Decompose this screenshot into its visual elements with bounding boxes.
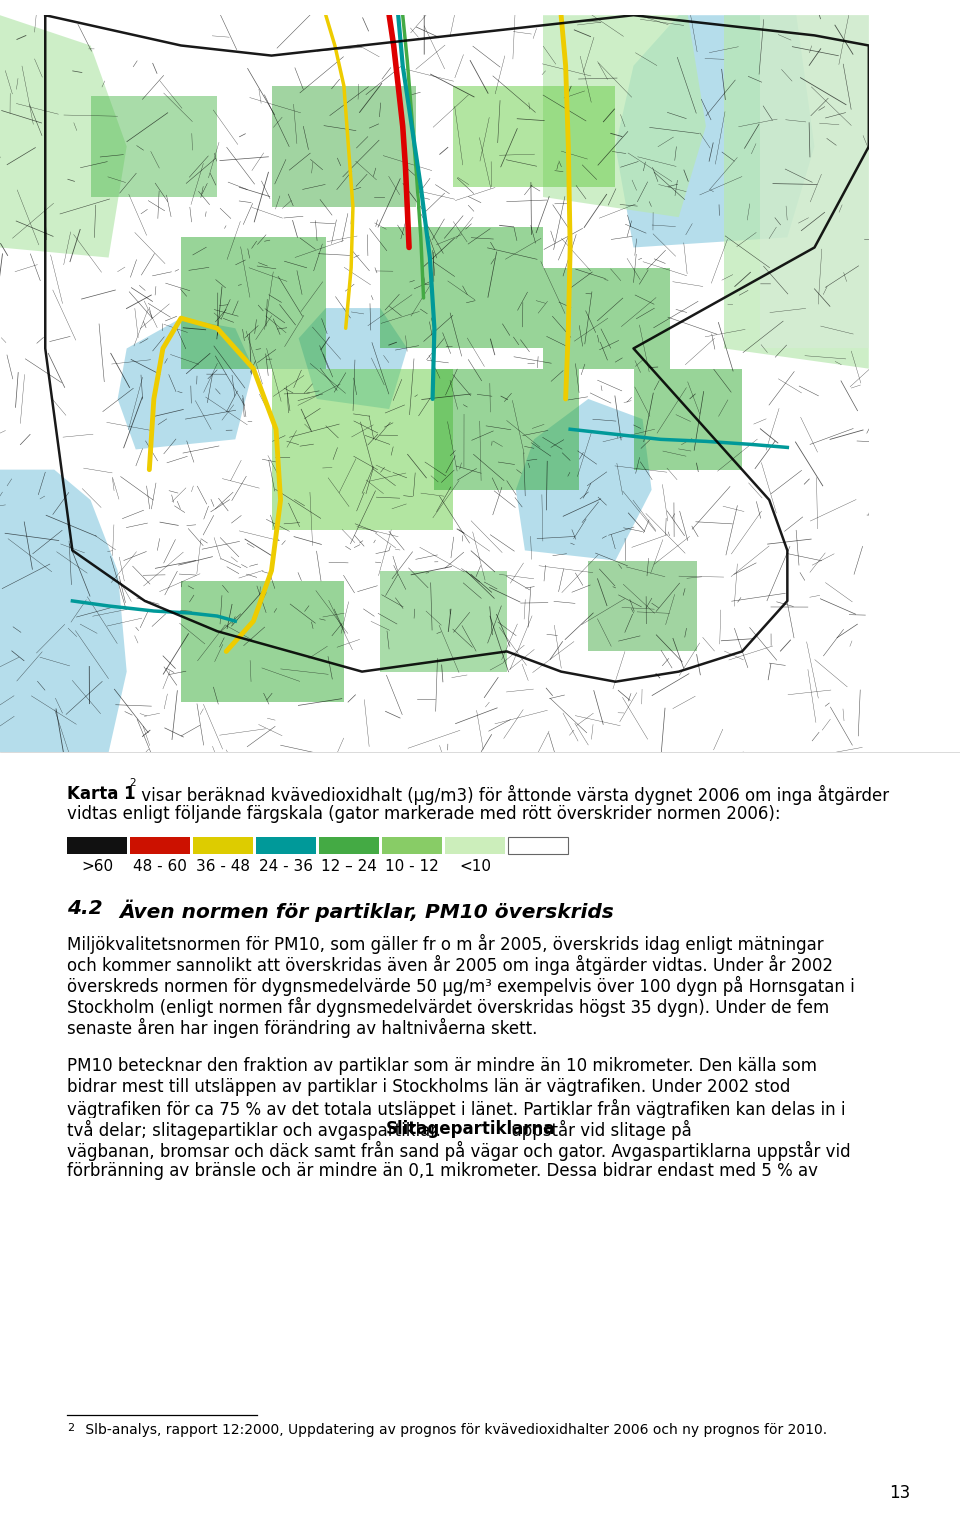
Bar — [67, 1119, 937, 1142]
Bar — [634, 369, 742, 470]
Polygon shape — [0, 470, 127, 752]
Text: överskreds normen för dygnsmedelvärde 50 µg/m³ exempelvis över 100 dygn på Horns: överskreds normen för dygnsmedelvärde 50… — [67, 976, 854, 997]
Text: Karta 1: Karta 1 — [67, 786, 135, 804]
Bar — [380, 228, 543, 348]
Polygon shape — [724, 15, 869, 369]
Bar — [130, 838, 190, 854]
Text: vägtrafiken för ca 75 % av det totala utsläppet i länet. Partiklar från vägtrafi: vägtrafiken för ca 75 % av det totala ut… — [67, 1099, 846, 1119]
Bar — [588, 561, 697, 652]
Text: två delar; slitagepartiklar och avgaspartiklar. Slitagepartiklarna uppstår vid s: två delar; slitagepartiklar och avgaspar… — [67, 1120, 780, 1140]
Text: <10: <10 — [459, 859, 491, 874]
Bar — [90, 96, 217, 198]
Text: 10 - 12: 10 - 12 — [385, 859, 439, 874]
Bar — [67, 838, 127, 854]
Bar — [181, 581, 344, 702]
Bar — [380, 570, 507, 672]
Bar — [434, 369, 579, 489]
Bar — [445, 838, 505, 854]
Text: 2: 2 — [129, 778, 135, 789]
Bar — [193, 838, 253, 854]
Polygon shape — [118, 318, 253, 450]
Text: vidtas enligt följande färgskala (gator markerade med rött överskrider normen 20: vidtas enligt följande färgskala (gator … — [67, 806, 780, 824]
Text: uppstår vid slitage på: uppstår vid slitage på — [506, 1120, 691, 1140]
Bar — [543, 268, 670, 369]
Text: förbränning av bränsle och är mindre än 0,1 mikrometer. Dessa bidrar endast med : förbränning av bränsle och är mindre än … — [67, 1163, 818, 1180]
Bar — [272, 369, 452, 530]
Text: 4.2: 4.2 — [67, 900, 103, 918]
Polygon shape — [0, 15, 127, 257]
Text: Slb-analys, rapport 12:2000, Uppdatering av prognos för kvävedioxidhalter 2006 o: Slb-analys, rapport 12:2000, Uppdatering… — [81, 1423, 828, 1436]
Bar — [452, 87, 615, 187]
Bar — [256, 838, 316, 854]
Text: Slitagepartiklarna: Slitagepartiklarna — [386, 1120, 556, 1138]
Text: 36 - 48: 36 - 48 — [196, 859, 250, 874]
Text: >60: >60 — [81, 859, 113, 874]
Polygon shape — [299, 309, 407, 409]
Text: 13: 13 — [889, 1484, 910, 1502]
Text: 2: 2 — [67, 1423, 74, 1433]
Text: 48 - 60: 48 - 60 — [133, 859, 187, 874]
Text: 12 – 24: 12 – 24 — [321, 859, 377, 874]
Text: 24 - 36: 24 - 36 — [259, 859, 313, 874]
Text: Även normen för partiklar, PM10 överskrids: Även normen för partiklar, PM10 överskri… — [119, 900, 613, 921]
Text: PM10 betecknar den fraktion av partiklar som är mindre än 10 mikrometer. Den käl: PM10 betecknar den fraktion av partiklar… — [67, 1058, 817, 1075]
Bar — [508, 838, 568, 854]
Text: vägbanan, bromsar och däck samt från sand på vägar och gator. Avgaspartiklarna u: vägbanan, bromsar och däck samt från san… — [67, 1142, 851, 1161]
Polygon shape — [516, 398, 652, 561]
Text: bidrar mest till utsläppen av partiklar i Stockholms län är vägtrafiken. Under 2: bidrar mest till utsläppen av partiklar … — [67, 1078, 790, 1096]
Polygon shape — [615, 15, 814, 248]
Bar — [181, 237, 325, 369]
Bar — [382, 838, 442, 854]
Bar — [272, 87, 417, 207]
Bar — [319, 838, 379, 854]
Text: och kommer sannolikt att överskridas även år 2005 om inga åtgärder vidtas. Under: och kommer sannolikt att överskridas äve… — [67, 955, 833, 976]
Text: två delar; slitagepartiklar och avgaspartiklar.: två delar; slitagepartiklar och avgaspar… — [67, 1120, 446, 1140]
Text: Miljökvalitetsnormen för PM10, som gäller fr o m år 2005, överskrids idag enligt: Miljökvalitetsnormen för PM10, som gälle… — [67, 935, 824, 955]
Bar — [760, 15, 869, 348]
Text: visar beräknad kvävedioxidhalt (µg/m3) för åttonde värsta dygnet 2006 om inga åt: visar beräknad kvävedioxidhalt (µg/m3) f… — [136, 786, 889, 806]
Text: senaste åren har ingen förändring av haltnivåerna skett.: senaste åren har ingen förändring av hal… — [67, 1018, 538, 1038]
Text: Stockholm (enligt normen får dygnsmedelvärdet överskridas högst 35 dygn). Under : Stockholm (enligt normen får dygnsmedelv… — [67, 997, 829, 1017]
Polygon shape — [543, 15, 706, 217]
